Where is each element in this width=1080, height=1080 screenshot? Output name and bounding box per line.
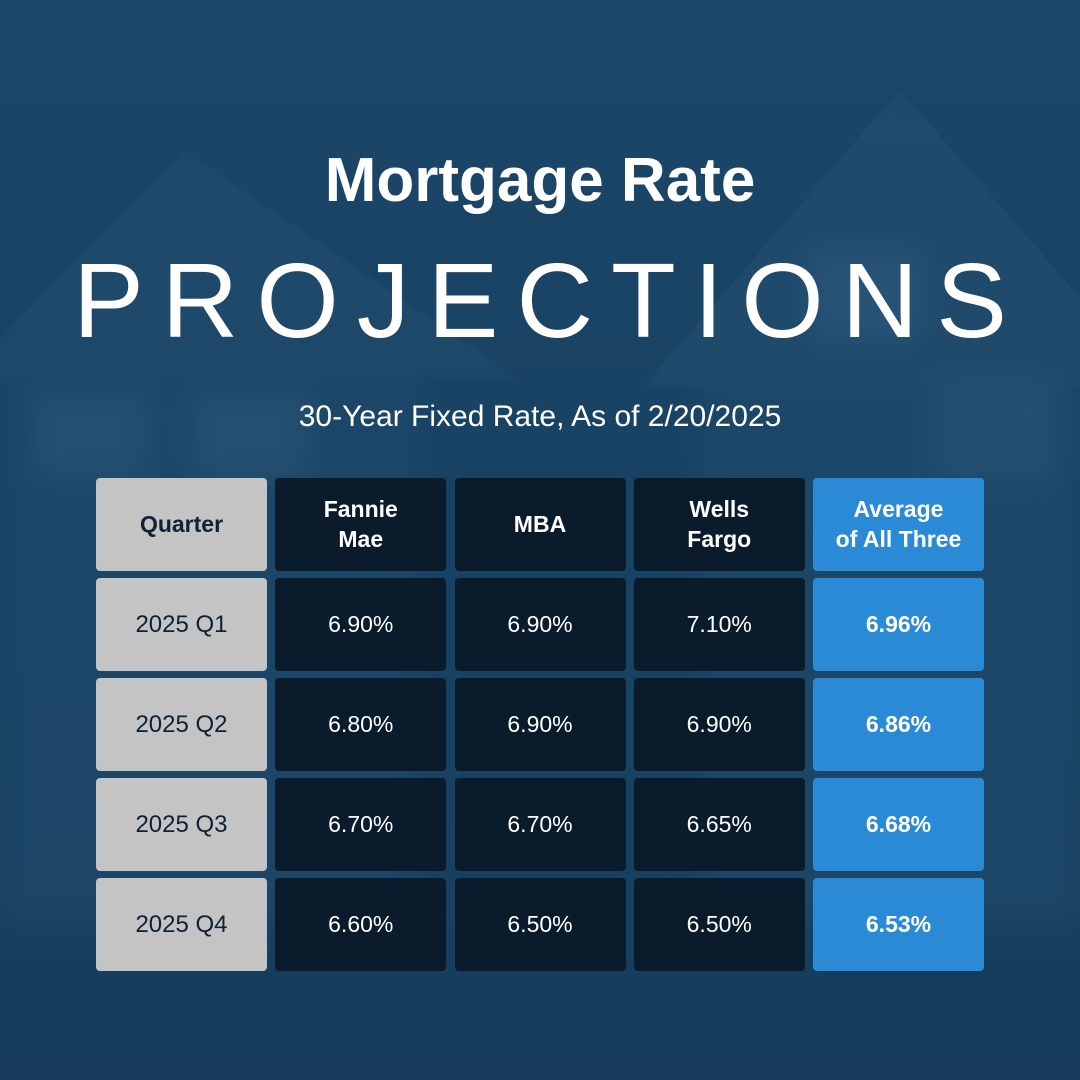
rate-cell-fannie-mae: 6.70% <box>275 778 447 871</box>
rate-cell-mba: 6.90% <box>454 678 626 771</box>
rate-cell-average-of-all-three: 6.96% <box>813 578 984 671</box>
rate-value: 6.68% <box>865 811 932 837</box>
column-header-average-of-all-three: Average of All Three <box>813 478 984 571</box>
rate-value: 6.90% <box>686 711 752 737</box>
rate-value: 6.96% <box>865 611 932 637</box>
column-header-line: Quarter <box>139 511 224 537</box>
rate-cell-mba: 6.70% <box>454 778 626 871</box>
rate-value: 6.50% <box>507 911 573 937</box>
rate-cell-wells-fargo: 6.50% <box>633 878 805 971</box>
rate-value: 6.90% <box>507 611 573 637</box>
rate-cell-average-of-all-three: 6.68% <box>813 778 984 871</box>
rate-cell-mba: 6.90% <box>454 578 626 671</box>
rate-value: 6.70% <box>507 811 573 837</box>
column-header-line: Average <box>853 496 944 523</box>
rate-cell-wells-fargo: 7.10% <box>633 578 805 671</box>
rate-value: 7.10% <box>686 611 752 637</box>
rate-cell-average-of-all-three: 6.53% <box>813 878 984 971</box>
rate-table: Quarter Fannie Mae MBA Wells Fargo Average of A… <box>96 478 984 971</box>
quarter-label: 2025 Q4 <box>135 910 228 938</box>
column-header-quarter: Quarter <box>96 478 267 571</box>
rate-cell-mba: 6.50% <box>454 878 626 971</box>
rate-value: 6.86% <box>865 711 932 737</box>
row-label-quarter: 2025 Q3 <box>96 778 267 871</box>
title-line-1: Mortgage Rate <box>324 146 756 215</box>
column-header-line: of All Three <box>835 525 962 552</box>
row-label-quarter: 2025 Q2 <box>96 678 267 771</box>
subtitle: 30-Year Fixed Rate, As of 2/20/2025 <box>298 400 782 433</box>
rate-value: 6.90% <box>507 711 573 737</box>
rate-cell-fannie-mae: 6.60% <box>275 878 447 971</box>
title-line-2: PROJECTIONS <box>73 242 1025 360</box>
rate-value: 6.70% <box>328 811 394 837</box>
quarter-label: 2025 Q1 <box>135 610 228 638</box>
column-header-mba: MBA <box>454 478 626 571</box>
column-header-fannie-mae: Fannie Mae <box>275 478 447 571</box>
quarter-label: 2025 Q3 <box>135 810 228 838</box>
row-label-quarter: 2025 Q1 <box>96 578 267 671</box>
row-label-quarter: 2025 Q4 <box>96 878 267 971</box>
column-header-line: Fargo <box>687 525 752 552</box>
quarter-label: 2025 Q2 <box>135 710 228 738</box>
rate-value: 6.50% <box>686 911 752 937</box>
column-header-line: Mae <box>338 525 384 552</box>
rate-cell-fannie-mae: 6.90% <box>275 578 447 671</box>
rate-cell-wells-fargo: 6.90% <box>633 678 805 771</box>
column-header-line: Wells <box>689 496 750 523</box>
column-header-line: Fannie <box>323 496 398 523</box>
rate-value: 6.65% <box>686 811 752 837</box>
rate-cell-wells-fargo: 6.65% <box>633 778 805 871</box>
rate-value: 6.90% <box>328 611 394 637</box>
column-header-line: MBA <box>513 510 567 537</box>
rate-value: 6.53% <box>865 911 932 937</box>
rate-cell-fannie-mae: 6.80% <box>275 678 447 771</box>
rate-value: 6.80% <box>328 711 394 737</box>
rate-value: 6.60% <box>328 911 394 937</box>
column-header-wells-fargo: Wells Fargo <box>633 478 805 571</box>
rate-cell-average-of-all-three: 6.86% <box>813 678 984 771</box>
